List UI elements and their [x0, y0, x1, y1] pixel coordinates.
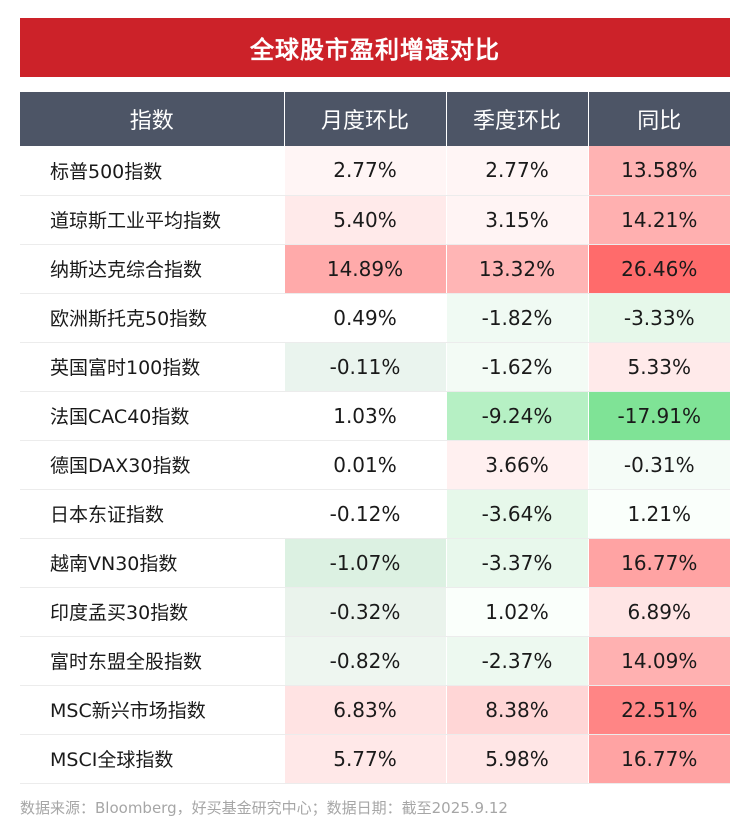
cell-mom: 2.77%	[283, 146, 446, 196]
cell-mom: 0.01%	[283, 440, 446, 490]
table-body: 标普500指数 2.77% 2.77% 13.58% 道琼斯工业平均指数 5.40% 3.1…	[20, 146, 730, 784]
index-name: 英国富时100指数	[20, 342, 284, 392]
table-row: 欧洲斯托克50指数 0.49% -1.82% -3.33%	[20, 293, 730, 343]
table-row: 印度孟买30指数 -0.32% 1.02% 6.89%	[20, 587, 730, 637]
table-row: MSC新兴市场指数 6.83% 8.38% 22.51%	[20, 685, 730, 735]
index-name: 富时东盟全股指数	[20, 636, 284, 686]
table-row: 英国富时100指数 -0.11% -1.62% 5.33%	[20, 342, 730, 392]
cell-qoq: 1.02%	[445, 587, 588, 637]
index-name: 德国DAX30指数	[20, 440, 284, 490]
cell-yoy: 6.89%	[587, 587, 730, 637]
index-name: MSCI全球指数	[20, 734, 284, 784]
table-row: 越南VN30指数 -1.07% -3.37% 16.77%	[20, 538, 730, 588]
cell-yoy: -17.91%	[587, 391, 730, 441]
cell-mom: -1.07%	[283, 538, 446, 588]
index-name: 法国CAC40指数	[20, 391, 284, 441]
cell-yoy: -3.33%	[587, 293, 730, 343]
table-row: MSCI全球指数 5.77% 5.98% 16.77%	[20, 734, 730, 784]
index-name: MSC新兴市场指数	[20, 685, 284, 735]
cell-mom: 6.83%	[283, 685, 446, 735]
table-header-row: 指数 月度环比 季度环比 同比	[20, 92, 730, 146]
cell-yoy: 22.51%	[587, 685, 730, 735]
cell-qoq: 13.32%	[445, 244, 588, 294]
cell-mom: 0.49%	[283, 293, 446, 343]
cell-qoq: -3.37%	[445, 538, 588, 588]
cell-qoq: -1.82%	[445, 293, 588, 343]
earnings-growth-table: 指数 月度环比 季度环比 同比 标普500指数 2.77% 2.77% 13.58% 道…	[20, 92, 730, 784]
cell-mom: -0.11%	[283, 342, 446, 392]
cell-yoy: 13.58%	[587, 146, 730, 196]
cell-yoy: 16.77%	[587, 734, 730, 784]
source-footnote: 数据来源：Bloomberg，好买基金研究中心；数据日期：截至2025.9.12	[20, 799, 508, 817]
table-row: 日本东证指数 -0.12% -3.64% 1.21%	[20, 489, 730, 539]
index-name: 欧洲斯托克50指数	[20, 293, 284, 343]
cell-yoy: 14.09%	[587, 636, 730, 686]
index-name: 标普500指数	[20, 146, 284, 196]
cell-qoq: -2.37%	[445, 636, 588, 686]
cell-yoy: 26.46%	[587, 244, 730, 294]
index-name: 日本东证指数	[20, 489, 284, 539]
cell-mom: 5.77%	[283, 734, 446, 784]
cell-qoq: -9.24%	[445, 391, 588, 441]
cell-yoy: -0.31%	[587, 440, 730, 490]
cell-yoy: 5.33%	[587, 342, 730, 392]
table-row: 德国DAX30指数 0.01% 3.66% -0.31%	[20, 440, 730, 490]
page-title: 全球股市盈利增速对比	[250, 36, 500, 64]
cell-qoq: -3.64%	[445, 489, 588, 539]
column-header-yoy: 同比	[587, 92, 730, 146]
table-row: 道琼斯工业平均指数 5.40% 3.15% 14.21%	[20, 195, 730, 245]
cell-qoq: 2.77%	[445, 146, 588, 196]
cell-mom: -0.82%	[283, 636, 446, 686]
table-row: 纳斯达克综合指数 14.89% 13.32% 26.46%	[20, 244, 730, 294]
cell-mom: -0.12%	[283, 489, 446, 539]
cell-mom: 1.03%	[283, 391, 446, 441]
table-row: 法国CAC40指数 1.03% -9.24% -17.91%	[20, 391, 730, 441]
index-name: 道琼斯工业平均指数	[20, 195, 284, 245]
column-header-qoq: 季度环比	[445, 92, 588, 146]
column-header-mom: 月度环比	[283, 92, 446, 146]
cell-yoy: 1.21%	[587, 489, 730, 539]
cell-qoq: 3.66%	[445, 440, 588, 490]
cell-yoy: 16.77%	[587, 538, 730, 588]
cell-mom: 5.40%	[283, 195, 446, 245]
cell-qoq: 8.38%	[445, 685, 588, 735]
column-header-index: 指数	[20, 92, 284, 146]
index-name: 越南VN30指数	[20, 538, 284, 588]
cell-qoq: 3.15%	[445, 195, 588, 245]
cell-qoq: 5.98%	[445, 734, 588, 784]
cell-yoy: 14.21%	[587, 195, 730, 245]
cell-qoq: -1.62%	[445, 342, 588, 392]
cell-mom: 14.89%	[283, 244, 446, 294]
index-name: 纳斯达克综合指数	[20, 244, 284, 294]
index-name: 印度孟买30指数	[20, 587, 284, 637]
table-row: 标普500指数 2.77% 2.77% 13.58%	[20, 146, 730, 196]
table-row: 富时东盟全股指数 -0.82% -2.37% 14.09%	[20, 636, 730, 686]
cell-mom: -0.32%	[283, 587, 446, 637]
title-banner: 全球股市盈利增速对比	[20, 18, 730, 77]
